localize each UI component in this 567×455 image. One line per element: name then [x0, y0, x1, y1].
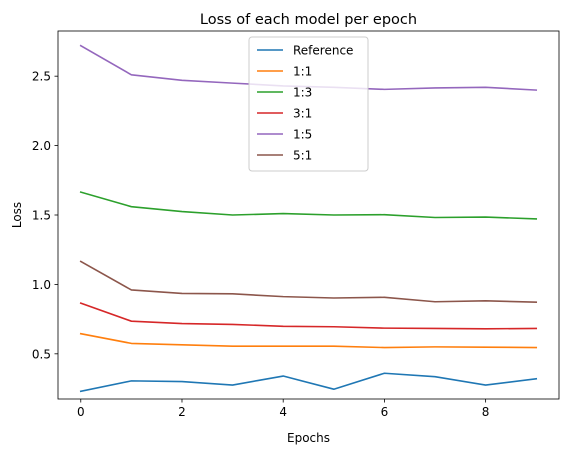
y-tick-label: 0.5 [32, 347, 51, 361]
series-line-3 [79, 302, 538, 330]
series-line-1 [79, 332, 538, 349]
y-tick-label: 1.5 [32, 209, 51, 223]
y-axis-label: Loss [10, 202, 24, 228]
x-tick-label: 2 [178, 405, 186, 419]
legend: Reference 1:1 1:3 3:1 1:5 5:1 [248, 36, 369, 172]
legend-label: 5:1 [293, 149, 312, 163]
ticks-layer: 0 2 4 6 8 0.5 1.0 1.5 2.0 2.5 [32, 70, 490, 419]
x-tick-label: 4 [279, 405, 287, 419]
x-tick-label: 0 [77, 405, 85, 419]
chart-title: Loss of each model per epoch [200, 12, 417, 28]
legend-label: Reference [293, 44, 353, 58]
series-lines [79, 44, 538, 393]
series-line-2 [79, 191, 538, 220]
x-axis-label: Epochs [287, 431, 330, 445]
series-line-0 [79, 372, 538, 393]
legend-label: 3:1 [293, 107, 312, 121]
x-tick-label: 6 [381, 405, 389, 419]
y-tick-label: 1.0 [32, 278, 51, 292]
series-line-5 [79, 260, 538, 304]
y-tick-label: 2.0 [32, 139, 51, 153]
legend-label: 1:5 [293, 128, 312, 142]
legend-label: 1:3 [293, 86, 312, 100]
y-tick-label: 2.5 [32, 70, 51, 84]
x-tick-label: 8 [482, 405, 490, 419]
legend-label: 1:1 [293, 65, 312, 79]
